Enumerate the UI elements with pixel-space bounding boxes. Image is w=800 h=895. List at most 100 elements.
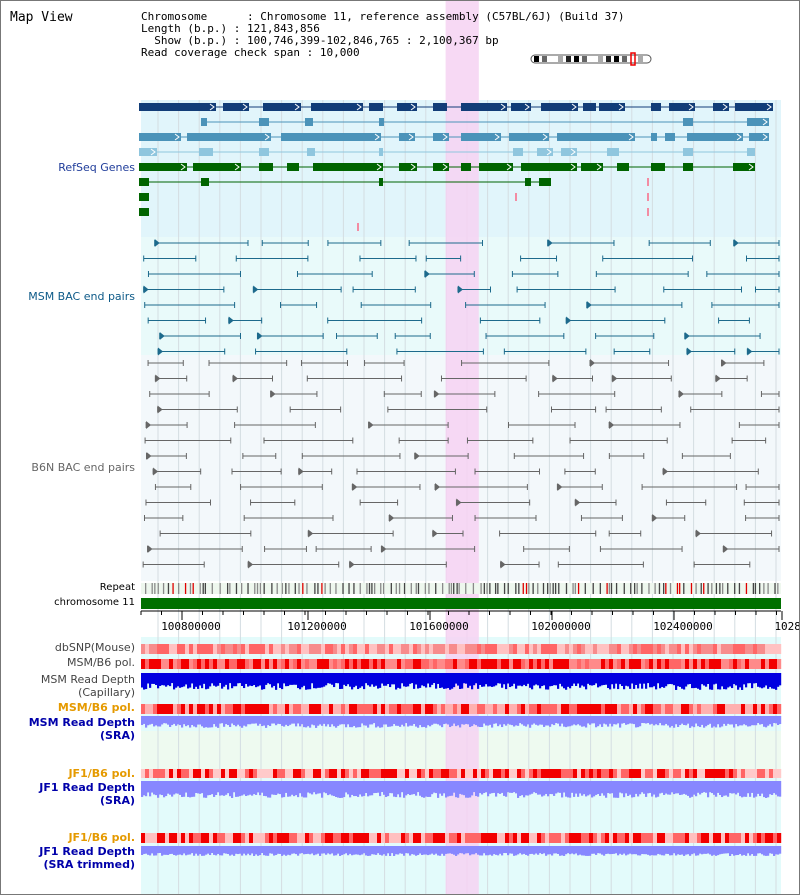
highlight-region (445, 1, 479, 894)
repeat-mark (374, 583, 376, 594)
b6n-bac-pair (234, 422, 316, 428)
repeat-mark (648, 583, 650, 594)
repeat-mark (415, 583, 417, 594)
refseq-exon (669, 103, 695, 111)
b6n-bac-pair (580, 515, 623, 521)
refseq-exon (583, 103, 596, 111)
refseq-exon (139, 163, 187, 171)
refseq-exon (749, 133, 769, 141)
repeat-mark (608, 583, 611, 594)
repeat-mark (162, 583, 165, 594)
b6n-bac-pair (722, 545, 780, 553)
b6n-bac-pair (145, 421, 188, 429)
repeat-mark (371, 583, 373, 594)
repeat-mark (226, 583, 229, 594)
b6n-bac-pair (608, 530, 642, 537)
msm-bac-pair (648, 240, 711, 246)
refseq-gene-row (139, 163, 755, 171)
msm-bac-pair (154, 239, 249, 247)
repeat-mark (584, 583, 586, 594)
repeat-mark (321, 583, 323, 594)
repeat-mark (390, 583, 392, 594)
chromosome-bar (141, 598, 781, 609)
repeat-mark (366, 583, 368, 594)
jf1-depth-trimmed-bars (141, 846, 782, 856)
msm-bac-pair (261, 240, 309, 246)
refseq-exon (647, 193, 649, 201)
b6n-bac-pair (414, 452, 469, 460)
b6n-bac-pair (552, 374, 593, 383)
b6n-bac-pair (745, 515, 780, 521)
refseq-exon (581, 163, 603, 171)
refseq-exon (433, 163, 449, 171)
msm-bac-pair (425, 255, 462, 262)
msm-bac-pair (746, 347, 780, 356)
repeat-mark (592, 583, 594, 594)
b6n-bac-pair (147, 545, 243, 553)
b6n-bac-pair (289, 406, 342, 413)
repeat-mark (324, 583, 326, 594)
repeat-mark (665, 583, 667, 594)
b6n-bac-pair (499, 530, 597, 537)
repeat-mark (777, 583, 779, 594)
b6n-bac-pair (721, 359, 765, 367)
msm-bac-pair (547, 239, 615, 247)
refseq-exon (557, 133, 635, 141)
repeat-mark (623, 583, 625, 594)
refseq-exon (223, 103, 249, 111)
msm-depth-capillary-label: MSM Read Depth (Capillary) (40, 673, 135, 699)
repeat-mark (549, 583, 551, 594)
refseq-exon (511, 103, 531, 111)
b6n-bac-pair (398, 437, 449, 444)
repeat-mark (715, 583, 718, 594)
refseq-exon (541, 103, 578, 111)
refseq-exon (281, 133, 381, 141)
b6n-bac-pair (144, 515, 184, 521)
repeat-mark (403, 583, 406, 594)
b6n-bac-pair (569, 437, 668, 444)
refseq-exon (259, 163, 273, 171)
repeat-mark (417, 583, 420, 594)
refseq-exon (433, 133, 449, 141)
msm-bac-pair (394, 333, 431, 339)
msm-depth-sra-bars (141, 716, 782, 728)
chromosome-label: chromosome 11 (54, 597, 135, 608)
show-key: Show (b.p.) (154, 34, 228, 47)
msm-bac-pair (457, 285, 492, 294)
b6n-bac-pair (157, 405, 238, 414)
ruler-tick-label: 10280 (774, 620, 799, 633)
ruler-tick-label: 100800000 (161, 620, 221, 633)
msm-bac-pair (327, 317, 423, 324)
b6n-bac-pair (388, 514, 453, 522)
repeat-mark (271, 583, 273, 594)
repeat-mark (178, 583, 180, 594)
repeat-mark (774, 583, 776, 594)
b6n-bac-pair (662, 467, 759, 476)
refseq-exon (313, 163, 383, 171)
repeat-mark (537, 583, 539, 594)
repeat-mark (335, 583, 337, 594)
repeat-mark (359, 583, 361, 594)
b6n-bac-pair (315, 546, 372, 552)
refseq-exon (683, 148, 693, 156)
msm-bac-pair (565, 316, 666, 325)
repeat-mark (202, 583, 204, 594)
msm-b6-pol-label: MSM/B6 pol. (67, 656, 135, 669)
b6n-bac-pair (760, 391, 780, 397)
msm-depth-sra-label: MSM Read Depth (SRA) (28, 716, 135, 742)
repeat-mark (192, 583, 194, 594)
repeat-mark (727, 583, 729, 594)
msm-bac-pair (485, 333, 565, 339)
msm-bac-pair (408, 240, 483, 246)
refseq-exon (683, 118, 693, 126)
b6n-bac-pair (589, 359, 670, 367)
coverage-value: 10,000 (319, 46, 360, 59)
repeat-mark (172, 583, 174, 594)
refseq-exon (647, 178, 649, 186)
b6n-bac-pair (523, 546, 570, 552)
repeat-mark (458, 583, 460, 594)
b6n-bac-pair (538, 391, 616, 397)
msm-bac-pair (228, 316, 263, 325)
